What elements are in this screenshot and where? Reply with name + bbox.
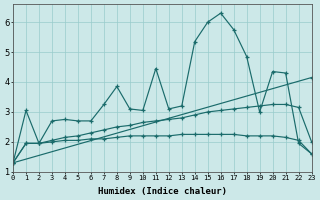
X-axis label: Humidex (Indice chaleur): Humidex (Indice chaleur) <box>98 187 227 196</box>
